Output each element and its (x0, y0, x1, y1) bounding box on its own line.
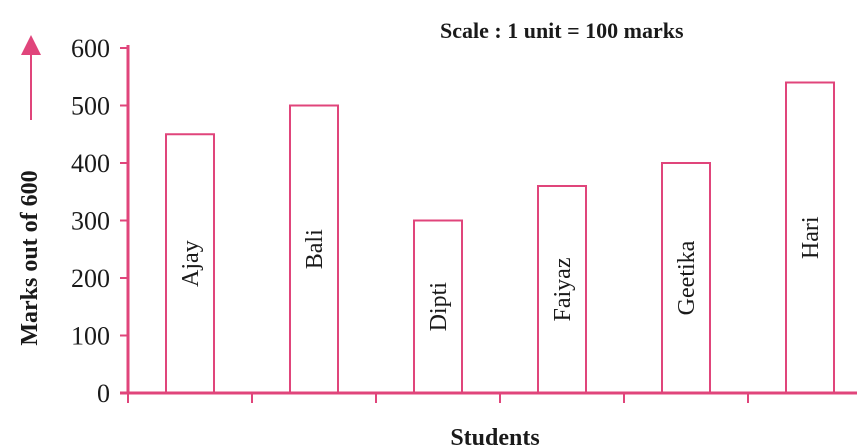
scale-note: Scale : 1 unit = 100 marks (440, 18, 684, 43)
bar-geetika (661, 162, 711, 394)
bars-group: Ajay Bali Dipti Faiyaz Geetika Hari (165, 81, 835, 394)
y-tick-label: 400 (71, 149, 110, 178)
y-axis-title: Marks out of 600 (17, 170, 43, 345)
bar-hari (785, 81, 835, 394)
bar-category-label: Hari (798, 216, 824, 259)
y-tick-label: 100 (71, 322, 110, 351)
y-tick-label: 0 (97, 379, 110, 408)
bar-category-label: Geetika (674, 240, 700, 315)
y-tick-label: 200 (71, 264, 110, 293)
y-tick-label: 600 (71, 34, 110, 63)
y-axis-title-group: Marks out of 600 (17, 35, 43, 346)
y-tick-label: 300 (71, 207, 110, 236)
x-axis-title: Students (450, 425, 539, 448)
y-axis-ticks: 0 100 200 300 400 500 600 (71, 34, 128, 408)
bar-dipti (413, 219, 463, 394)
bar-category-label: Bali (302, 229, 328, 269)
x-axis-ticks (127, 393, 749, 403)
bar-category-label: Ajay (178, 240, 204, 287)
bar-faiyaz (537, 185, 587, 394)
bar-category-label: Faiyaz (550, 258, 576, 322)
bar-category-label: Dipti (426, 282, 452, 332)
bar-ajay (165, 133, 215, 394)
y-tick-label: 500 (71, 92, 110, 121)
